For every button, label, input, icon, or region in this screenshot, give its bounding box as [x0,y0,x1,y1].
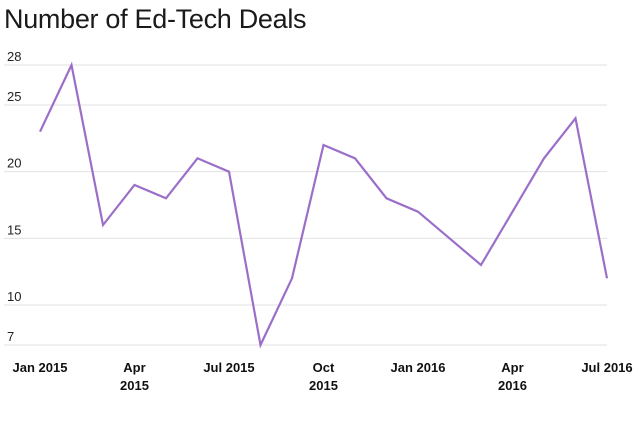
y-tick-label-7: 7 [7,329,14,344]
x-tick-label-line: 2015 [120,378,149,393]
data-point-10 [352,155,358,161]
data-point-15 [510,209,516,215]
chart-title: Number of Ed-Tech Deals [4,4,307,34]
x-tick-label-line: Jan 2015 [13,360,68,375]
x-tick-label-line: 2015 [309,378,338,393]
data-point-12 [415,209,421,215]
y-tick-label-15: 15 [7,222,21,237]
data-point-1 [69,62,75,68]
data-point-18 [604,275,610,281]
data-point-3 [132,182,138,188]
y-tick-label-10: 10 [7,289,21,304]
data-point-8 [289,275,295,281]
y-axis-ticks: 28 25 20 15 10 7 [7,49,21,344]
y-tick-label-25: 25 [7,89,21,104]
data-point-5 [195,155,201,161]
series-line-0 [39,61,609,349]
x-tick-label-line: Jul 2015 [203,360,254,375]
gridlines [4,64,607,346]
data-point-4 [163,195,169,201]
x-tick-label-12: Jan 2016 [391,360,446,375]
x-tick-label-15: Apr 2016 [498,360,527,393]
x-tick-label-18: Jul 2016 [581,360,632,375]
series-line-group [37,61,610,349]
data-point-16 [541,155,547,161]
x-tick-label-line: Oct [313,360,335,375]
data-point-17 [573,115,579,121]
data-point-7 [258,342,264,348]
data-point-9 [321,142,327,148]
data-point-11 [384,195,390,201]
x-tick-label-line: 2016 [498,378,527,393]
x-tick-label-6: Jul 2015 [203,360,254,375]
data-point-0 [37,129,43,135]
data-point-13 [447,235,453,241]
x-tick-label-0: Jan 2015 [13,360,68,375]
x-axis-ticks: Jan 2015 Apr 2015 Jul 2015 Oct 2015 Jan 2016 Ap… [13,360,633,393]
data-point-14 [478,262,484,268]
x-tick-label-line: Apr [123,360,145,375]
x-tick-label-3: Apr 2015 [120,360,149,393]
y-tick-label-20: 20 [7,156,21,171]
data-point-2 [100,222,106,228]
y-tick-label-28: 28 [7,49,21,64]
x-tick-label-line: Jul 2016 [581,360,632,375]
x-tick-label-9: Oct 2015 [309,360,338,393]
data-point-6 [226,169,232,175]
x-tick-label-line: Jan 2016 [391,360,446,375]
x-tick-label-line: Apr [501,360,523,375]
